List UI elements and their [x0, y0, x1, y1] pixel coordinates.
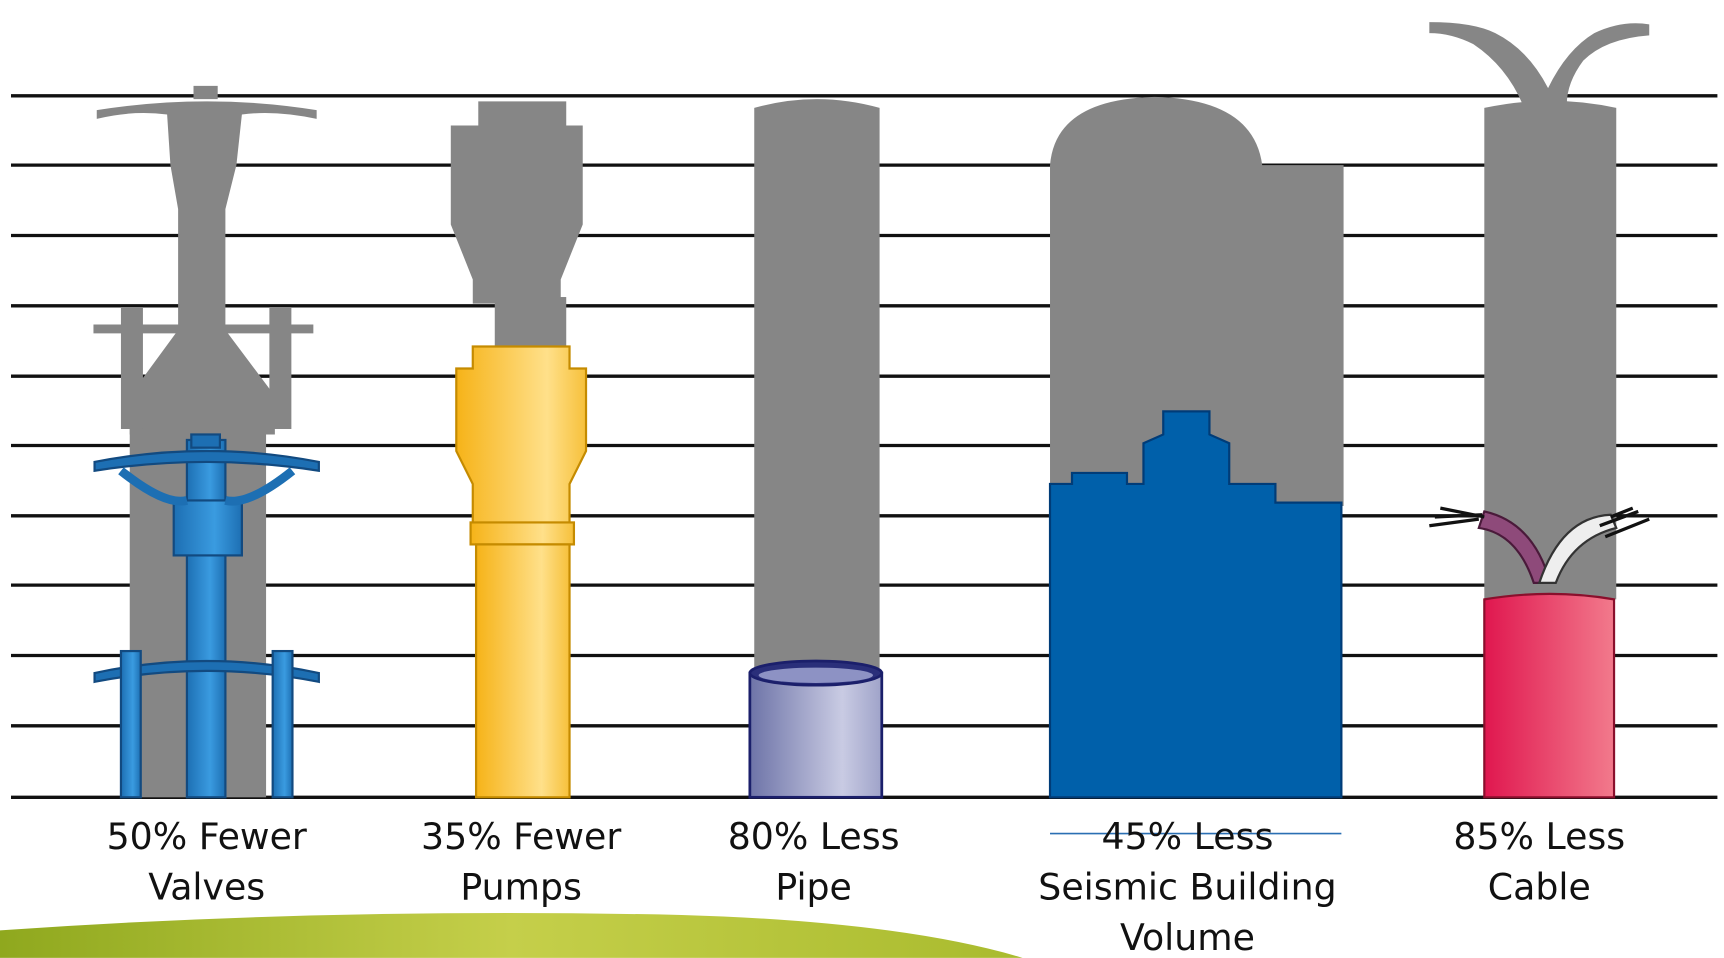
- labels: 50% Fewer Valves 35% Fewer Pumps 80% Les…: [107, 815, 1626, 958]
- label-line: Pipe: [775, 866, 851, 909]
- pump-icon: [455, 345, 588, 799]
- label-line: 85% Less: [1453, 815, 1625, 858]
- label-line: Pumps: [460, 866, 581, 909]
- label-line: Seismic Building: [1038, 866, 1336, 909]
- label-line: Cable: [1488, 866, 1591, 909]
- label-line: 80% Less: [728, 815, 900, 858]
- label-line: Volume: [1120, 916, 1255, 958]
- label-line: 45% Less: [1102, 815, 1274, 858]
- label-line: 50% Fewer: [107, 815, 307, 858]
- pipe-icon: [748, 659, 884, 799]
- cable-icon: [1429, 506, 1650, 799]
- gray-silhouettes: [93, 22, 1650, 798]
- building-icon: [1048, 410, 1343, 799]
- leaf-decoration: [0, 913, 1023, 958]
- valve-icon: [93, 433, 320, 799]
- label-line: Valves: [148, 866, 265, 909]
- label-line: 35% Fewer: [421, 815, 621, 858]
